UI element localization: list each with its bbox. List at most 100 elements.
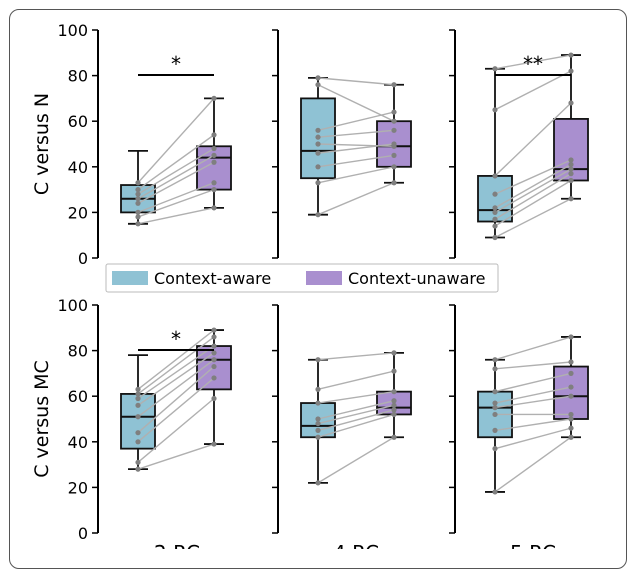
paired-line <box>137 366 215 434</box>
aware-point <box>315 134 321 140</box>
y-tick-label: 100 <box>57 296 88 315</box>
unaware-point <box>211 363 217 370</box>
aware-point <box>315 416 321 422</box>
unaware-point <box>391 118 397 124</box>
aware-point <box>135 180 141 186</box>
paired-line <box>137 359 215 418</box>
unaware-point <box>211 145 217 152</box>
paired-line <box>494 418 572 432</box>
paired-line <box>317 370 395 391</box>
unaware-point <box>391 109 397 115</box>
aware-point <box>492 366 498 372</box>
y-tick-label: 60 <box>68 112 88 131</box>
legend-label-unaware: Context-unaware <box>348 269 486 288</box>
aware-point <box>135 466 141 472</box>
paired-line <box>137 188 215 218</box>
unaware-point <box>211 395 217 402</box>
paired-line <box>494 159 572 195</box>
paired-line <box>494 386 572 404</box>
unaware-point <box>568 359 574 365</box>
unaware-point <box>568 196 574 202</box>
unaware-point <box>211 334 217 340</box>
aware-point <box>135 187 141 193</box>
significance-marker: * <box>171 52 181 76</box>
y-tick-label: 80 <box>68 342 88 361</box>
paired-line <box>137 207 215 225</box>
y-tick-label: 40 <box>68 433 88 452</box>
subplot-1: 0 20 40 60 80 100 C versus N * <box>31 21 232 268</box>
unaware-point <box>391 164 397 170</box>
paired-line <box>494 54 572 70</box>
y-tick-label: 80 <box>68 67 88 86</box>
paired-line <box>317 77 395 86</box>
unaware-point <box>568 68 574 74</box>
aware-point <box>315 420 321 427</box>
aware-point <box>315 164 321 170</box>
unaware-point <box>211 343 217 349</box>
unaware-point <box>211 132 217 138</box>
paired-line <box>494 173 572 220</box>
subplot-3: ** <box>449 29 589 259</box>
paired-line <box>317 436 395 484</box>
aware-point <box>492 489 498 495</box>
unaware-point <box>211 159 217 165</box>
aware-point <box>492 411 498 418</box>
aware-point <box>492 446 498 452</box>
legend: Context-aware Context-unaware <box>105 263 499 293</box>
x-group-label: 2 RC <box>154 541 200 549</box>
y-tick-label: 0 <box>78 249 88 268</box>
unaware-point <box>568 52 574 58</box>
aware-point <box>135 391 141 397</box>
aware-point <box>135 430 141 436</box>
paired-line <box>494 198 572 239</box>
aware-point <box>492 389 498 395</box>
unaware-point <box>391 180 397 186</box>
paired-line <box>494 436 572 493</box>
aware-point <box>492 223 498 229</box>
paired-line <box>317 404 395 425</box>
paired-line <box>494 70 572 111</box>
aware-point <box>135 209 141 215</box>
significance-marker: * <box>171 327 181 351</box>
y-tick-label: 60 <box>68 387 88 406</box>
aware-point <box>135 191 141 197</box>
x-group-label: 5 RC <box>510 541 556 549</box>
aware-point <box>492 400 498 406</box>
aware-point <box>135 459 141 465</box>
paired-line <box>494 336 572 361</box>
unaware-point <box>391 389 397 395</box>
paired-line <box>317 409 395 432</box>
aware-point <box>492 405 498 411</box>
paired-line <box>494 395 572 409</box>
aware-point <box>135 196 141 202</box>
aware-point <box>492 191 498 197</box>
y-axis-label: C versus MC <box>31 360 53 478</box>
unaware-point <box>568 411 574 418</box>
y-axis-label: C versus N <box>31 93 53 195</box>
aware-point <box>135 402 141 408</box>
aware-point <box>492 66 498 72</box>
paired-line <box>317 400 395 420</box>
aware-point <box>315 75 321 81</box>
paired-line <box>317 413 395 438</box>
aware-point <box>492 234 498 241</box>
aware-point <box>135 214 141 220</box>
unaware-point <box>568 157 574 163</box>
unaware-point <box>211 95 217 101</box>
unaware-point <box>568 434 574 440</box>
aware-point <box>492 209 498 215</box>
unaware-point <box>211 327 217 333</box>
aware-point <box>492 357 498 363</box>
paired-line <box>494 427 572 450</box>
subplot-6 <box>449 304 589 534</box>
unaware-point <box>568 171 574 177</box>
unaware-point <box>391 411 397 418</box>
y-tick-label: 100 <box>57 21 88 40</box>
aware-point <box>492 216 498 222</box>
aware-point <box>492 427 498 433</box>
legend-label-aware: Context-aware <box>154 269 271 288</box>
significance-marker: ** <box>523 52 543 76</box>
paired-line <box>494 372 572 393</box>
unaware-point <box>391 152 397 158</box>
